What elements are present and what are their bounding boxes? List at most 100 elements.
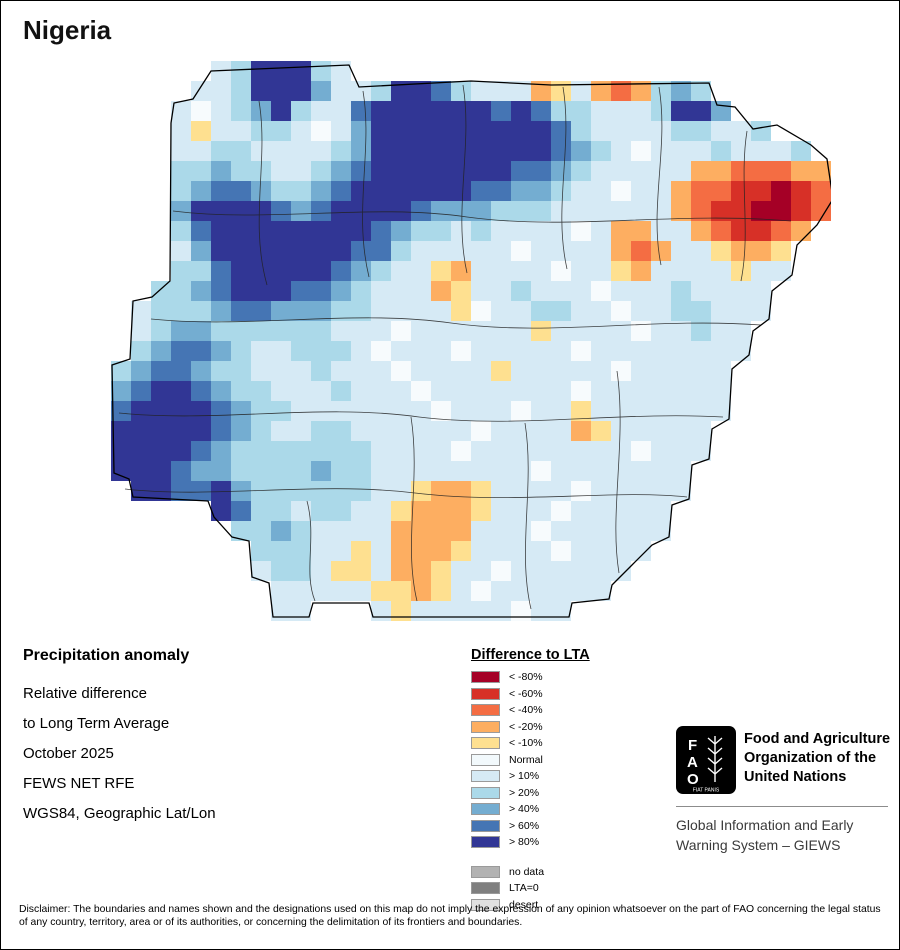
raster-cell	[191, 321, 211, 341]
raster-cell	[431, 321, 451, 341]
raster-cell	[551, 281, 571, 301]
raster-cell	[251, 441, 271, 461]
raster-cell	[231, 441, 251, 461]
raster-cell	[531, 221, 551, 241]
raster-cell	[591, 521, 611, 541]
raster-cell	[331, 281, 351, 301]
raster-cell	[131, 441, 151, 461]
raster-cell	[331, 401, 351, 421]
raster-cell	[411, 281, 431, 301]
fao-divider	[676, 806, 888, 807]
raster-cell	[591, 481, 611, 501]
raster-cell	[751, 241, 771, 261]
raster-cell	[471, 321, 491, 341]
raster-cell	[211, 181, 231, 201]
raster-cell	[391, 561, 411, 581]
raster-cell	[391, 161, 411, 181]
raster-cell	[551, 141, 571, 161]
raster-cell	[671, 361, 691, 381]
raster-cell	[451, 541, 471, 561]
raster-cell	[691, 181, 711, 201]
raster-cell	[411, 201, 431, 221]
raster-cell	[371, 81, 391, 101]
raster-cell	[511, 241, 531, 261]
raster-cell	[371, 241, 391, 261]
raster-cell	[411, 181, 431, 201]
raster-cell	[551, 241, 571, 261]
legend-gap	[471, 851, 590, 864]
raster-cell	[751, 201, 771, 221]
raster-cell	[251, 421, 271, 441]
raster-cell	[731, 341, 751, 361]
raster-cell	[491, 321, 511, 341]
raster-cell	[491, 541, 511, 561]
raster-cell	[271, 241, 291, 261]
raster-cell	[211, 261, 231, 281]
raster-cell	[491, 161, 511, 181]
raster-cell	[571, 341, 591, 361]
raster-cell	[511, 81, 531, 101]
raster-cell	[311, 241, 331, 261]
raster-cell	[391, 121, 411, 141]
raster-cell	[171, 141, 191, 161]
raster-cell	[511, 481, 531, 501]
raster-cell	[291, 101, 311, 121]
raster-cell	[531, 301, 551, 321]
raster-cell	[611, 561, 631, 581]
raster-cell	[571, 361, 591, 381]
raster-cell	[651, 241, 671, 261]
raster-cell	[231, 241, 251, 261]
raster-cell	[611, 321, 631, 341]
raster-cell	[631, 381, 651, 401]
info-line: WGS84, Geographic Lat/Lon	[23, 805, 216, 822]
raster-cell	[351, 161, 371, 181]
raster-cell	[231, 101, 251, 121]
raster-cell	[731, 221, 751, 241]
raster-cell	[571, 141, 591, 161]
raster-cell	[351, 421, 371, 441]
raster-cell	[311, 181, 331, 201]
raster-cell	[571, 121, 591, 141]
raster-cell	[431, 461, 451, 481]
raster-cell	[511, 141, 531, 161]
raster-cell	[211, 461, 231, 481]
raster-cell	[511, 581, 531, 601]
raster-cell	[651, 441, 671, 461]
raster-cell	[751, 141, 771, 161]
raster-cell	[111, 441, 131, 461]
raster-cell	[251, 561, 271, 581]
raster-cell	[171, 421, 191, 441]
raster-cell	[351, 181, 371, 201]
raster-cell	[531, 521, 551, 541]
raster-cell	[611, 261, 631, 281]
raster-cell	[351, 581, 371, 601]
raster-cell	[611, 101, 631, 121]
raster-cell	[331, 141, 351, 161]
raster-cell	[751, 261, 771, 281]
legend-label: > 80%	[509, 836, 540, 849]
legend-extra-items: no data LTA=0 desert	[471, 864, 590, 914]
raster-cell	[251, 481, 271, 501]
raster-cell	[671, 461, 691, 481]
legend-label: desert	[509, 898, 539, 911]
raster-cell	[371, 301, 391, 321]
raster-cell	[811, 201, 831, 221]
raster-cell	[591, 301, 611, 321]
raster-cell	[371, 361, 391, 381]
raster-cell	[271, 341, 291, 361]
raster-cell	[611, 461, 631, 481]
raster-cell	[391, 221, 411, 241]
legend-label: > 60%	[509, 819, 540, 832]
raster-cell	[231, 361, 251, 381]
raster-cell	[631, 181, 651, 201]
raster-cell	[231, 121, 251, 141]
fao-org-line: Food and Agriculture	[744, 731, 891, 747]
legend-swatch	[471, 753, 500, 766]
raster-cell	[191, 461, 211, 481]
raster-cell	[391, 201, 411, 221]
raster-cell	[351, 301, 371, 321]
raster-cell	[471, 261, 491, 281]
raster-cell	[351, 461, 371, 481]
raster-cell	[411, 241, 431, 261]
raster-cell	[231, 481, 251, 501]
